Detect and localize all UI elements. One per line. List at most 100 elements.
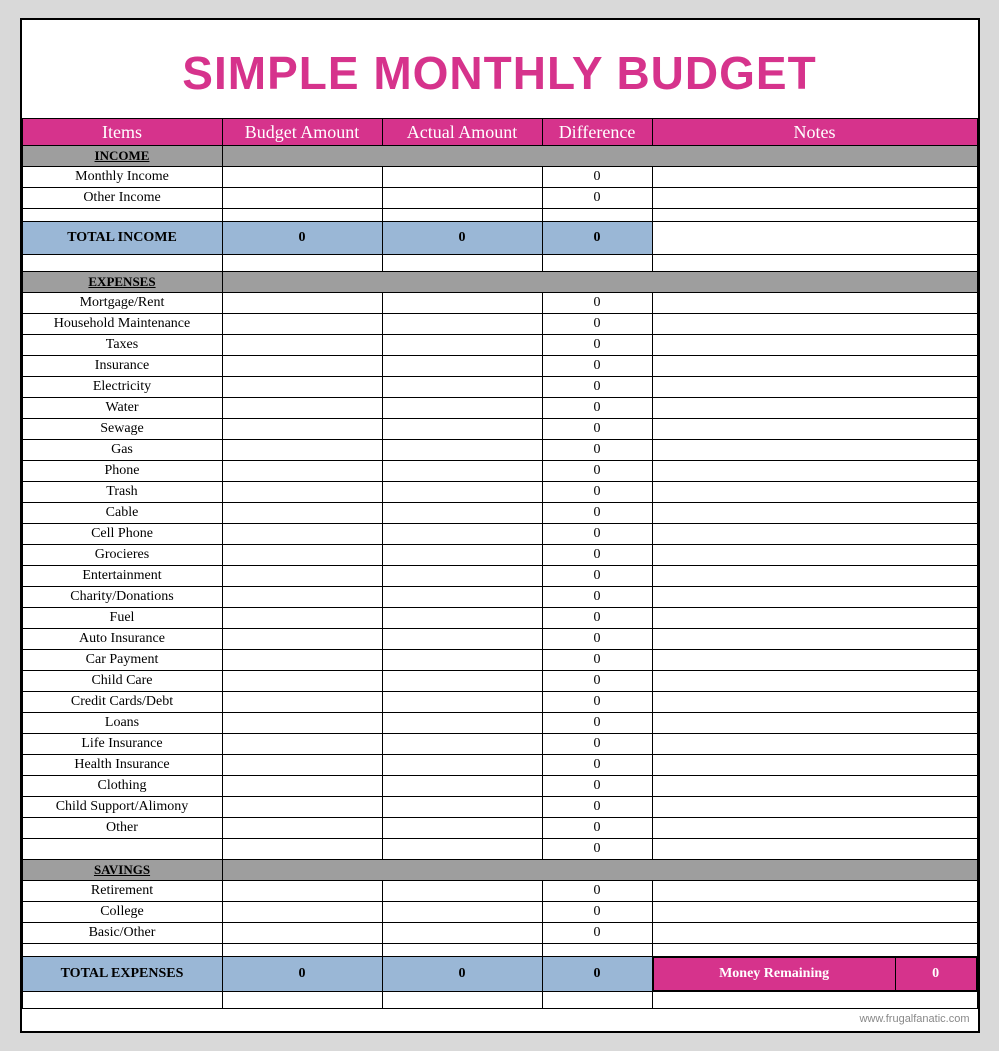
budget-cell[interactable]: [222, 608, 382, 629]
budget-cell[interactable]: [222, 461, 382, 482]
notes-cell[interactable]: [652, 671, 977, 692]
budget-cell[interactable]: [222, 419, 382, 440]
actual-cell[interactable]: [382, 440, 542, 461]
notes-cell[interactable]: [652, 650, 977, 671]
budget-cell[interactable]: [222, 713, 382, 734]
budget-cell[interactable]: [222, 314, 382, 335]
notes-cell[interactable]: [652, 587, 977, 608]
notes-cell[interactable]: [652, 881, 977, 902]
budget-cell[interactable]: [222, 545, 382, 566]
diff-cell: 0: [542, 167, 652, 188]
notes-cell[interactable]: [652, 440, 977, 461]
notes-cell[interactable]: [652, 902, 977, 923]
notes-cell[interactable]: [652, 692, 977, 713]
actual-cell[interactable]: [382, 629, 542, 650]
actual-cell[interactable]: [382, 419, 542, 440]
budget-cell[interactable]: [222, 671, 382, 692]
notes-cell[interactable]: [652, 776, 977, 797]
actual-cell[interactable]: [382, 482, 542, 503]
actual-cell[interactable]: [382, 314, 542, 335]
notes-cell[interactable]: [652, 524, 977, 545]
actual-cell[interactable]: [382, 818, 542, 839]
notes-cell[interactable]: [652, 377, 977, 398]
actual-cell[interactable]: [382, 188, 542, 209]
notes-cell[interactable]: [652, 293, 977, 314]
budget-cell[interactable]: [222, 503, 382, 524]
notes-cell[interactable]: [652, 356, 977, 377]
actual-cell[interactable]: [382, 398, 542, 419]
notes-cell[interactable]: [652, 482, 977, 503]
budget-cell[interactable]: [222, 881, 382, 902]
actual-cell[interactable]: [382, 167, 542, 188]
actual-cell[interactable]: [382, 356, 542, 377]
budget-cell[interactable]: [222, 629, 382, 650]
notes-cell[interactable]: [652, 314, 977, 335]
budget-cell[interactable]: [222, 377, 382, 398]
actual-cell[interactable]: [382, 692, 542, 713]
notes-cell[interactable]: [652, 818, 977, 839]
budget-cell[interactable]: [222, 734, 382, 755]
actual-cell[interactable]: [382, 923, 542, 944]
budget-cell[interactable]: [222, 692, 382, 713]
actual-cell[interactable]: [382, 608, 542, 629]
budget-cell[interactable]: [222, 902, 382, 923]
actual-cell[interactable]: [382, 461, 542, 482]
budget-cell[interactable]: [222, 293, 382, 314]
budget-cell[interactable]: [222, 776, 382, 797]
actual-cell[interactable]: [382, 587, 542, 608]
actual-cell[interactable]: [382, 755, 542, 776]
row-label: Taxes: [22, 335, 222, 356]
notes-cell[interactable]: [652, 545, 977, 566]
notes-cell[interactable]: [652, 461, 977, 482]
actual-cell[interactable]: [382, 524, 542, 545]
diff-cell: 0: [542, 839, 652, 860]
notes-cell[interactable]: [652, 167, 977, 188]
budget-cell[interactable]: [222, 398, 382, 419]
notes-cell[interactable]: [652, 419, 977, 440]
budget-cell[interactable]: [222, 188, 382, 209]
actual-cell[interactable]: [382, 377, 542, 398]
actual-cell[interactable]: [382, 881, 542, 902]
budget-cell[interactable]: [222, 839, 382, 860]
budget-cell[interactable]: [222, 797, 382, 818]
actual-cell[interactable]: [382, 650, 542, 671]
actual-cell[interactable]: [382, 503, 542, 524]
notes-cell[interactable]: [652, 755, 977, 776]
notes-cell[interactable]: [652, 608, 977, 629]
budget-cell[interactable]: [222, 650, 382, 671]
actual-cell[interactable]: [382, 671, 542, 692]
actual-cell[interactable]: [382, 902, 542, 923]
notes-cell[interactable]: [652, 566, 977, 587]
notes-cell[interactable]: [652, 839, 977, 860]
budget-cell[interactable]: [222, 482, 382, 503]
budget-cell[interactable]: [222, 440, 382, 461]
notes-cell[interactable]: [652, 713, 977, 734]
budget-cell[interactable]: [222, 356, 382, 377]
spacer-row: [22, 209, 977, 222]
budget-cell[interactable]: [222, 524, 382, 545]
actual-cell[interactable]: [382, 566, 542, 587]
notes-cell[interactable]: [652, 923, 977, 944]
budget-cell[interactable]: [222, 566, 382, 587]
actual-cell[interactable]: [382, 734, 542, 755]
budget-cell[interactable]: [222, 923, 382, 944]
actual-cell[interactable]: [382, 776, 542, 797]
budget-cell[interactable]: [222, 587, 382, 608]
notes-cell[interactable]: [652, 797, 977, 818]
budget-cell[interactable]: [222, 335, 382, 356]
actual-cell[interactable]: [382, 335, 542, 356]
notes-cell[interactable]: [652, 335, 977, 356]
notes-cell[interactable]: [652, 188, 977, 209]
budget-cell[interactable]: [222, 755, 382, 776]
notes-cell[interactable]: [652, 734, 977, 755]
actual-cell[interactable]: [382, 713, 542, 734]
notes-cell[interactable]: [652, 398, 977, 419]
actual-cell[interactable]: [382, 839, 542, 860]
actual-cell[interactable]: [382, 545, 542, 566]
notes-cell[interactable]: [652, 503, 977, 524]
notes-cell[interactable]: [652, 629, 977, 650]
budget-cell[interactable]: [222, 167, 382, 188]
actual-cell[interactable]: [382, 797, 542, 818]
actual-cell[interactable]: [382, 293, 542, 314]
budget-cell[interactable]: [222, 818, 382, 839]
